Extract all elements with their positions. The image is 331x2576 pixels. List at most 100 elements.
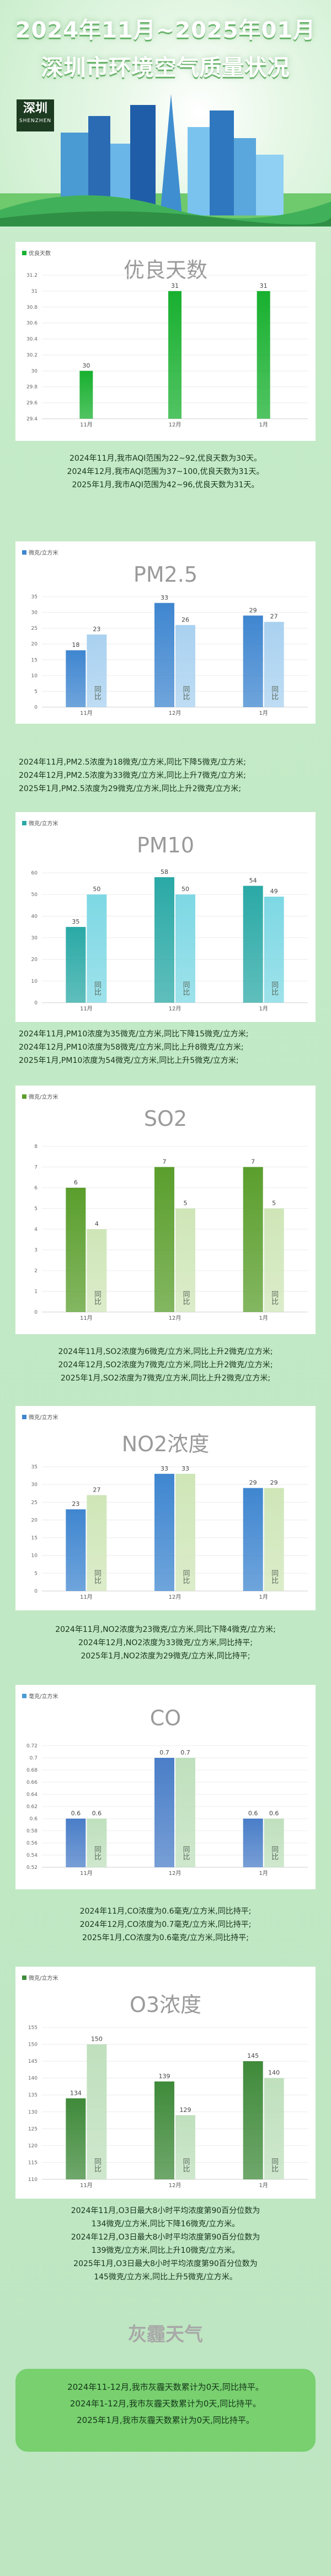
y-tick-label: 8 (34, 1144, 38, 1150)
data-label: 33 (161, 594, 168, 601)
compare-label: 同比 (93, 981, 101, 996)
bar-compare (264, 621, 284, 707)
compare-label: 同比 (270, 981, 278, 996)
co-notes: 2024年11月,CO浓度为0.6毫克/立方米,同比持平; 2024年12月,C… (15, 1905, 316, 1945)
o3-legend-label: 微克/立方米 (29, 1976, 58, 1982)
y-tick-label: 30 (31, 610, 38, 616)
data-label: 29 (249, 1479, 257, 1487)
no2-note: 2025年1月,NO2浓度为29微克/立方米,同比持平; (81, 1652, 250, 1661)
data-label: 0.6 (92, 1810, 102, 1817)
x-tick-label: 1月 (259, 1594, 268, 1600)
o3-note: 2025年1月,O3日最大8小时平均浓度第90百分位数为 (73, 2259, 258, 2268)
o3-panel-title: O3浓度 (129, 1993, 202, 2017)
y-tick-label: 5 (34, 689, 38, 694)
pm10-panel-title: PM10 (136, 833, 195, 857)
pm25-panel: 微克/立方米 PM2.5 0 5 10 15 20 25 30 35 11月 18 23 同比 12月 3… (15, 541, 316, 724)
pm25-notes: 2024年11月,PM2.5浓度为18微克/立方米,同比下降5微克/立方米; 2… (15, 756, 316, 796)
data-label: 150 (91, 2036, 103, 2043)
aqi-notes: 2024年11月,我市AQI范围为22~92,优良天数为30天。 2024年12… (15, 452, 316, 492)
o3-legend: 微克/立方米 (22, 1973, 58, 1982)
aqi-panel-title: 优良天数 (123, 258, 207, 282)
o3-note: 145微克/立方米,同比上升5微克/立方米。 (94, 2273, 237, 2282)
bar-current (243, 886, 263, 1003)
y-tick-label: 25 (31, 626, 38, 631)
data-label: 7 (163, 1158, 167, 1166)
pm25-panel-title: PM2.5 (133, 562, 198, 587)
bar-current (66, 926, 86, 1003)
x-tick-label: 11月 (80, 710, 93, 717)
data-label: 6 (74, 1179, 78, 1186)
y-tick-label: 0.62 (26, 1804, 38, 1810)
compare-label: 同比 (270, 1290, 278, 1305)
y-tick-label: 25 (31, 1500, 38, 1505)
city-badge: 深圳 SHENZHEN (17, 99, 54, 131)
y-tick-label: 0 (34, 1589, 38, 1594)
x-tick-label: 1月 (259, 1870, 268, 1877)
co-note: 2024年11月,CO浓度为0.6毫克/立方米,同比持平; (79, 1907, 252, 1916)
x-tick-label: 1月 (259, 1315, 268, 1321)
co-chart: 0.52 0.54 0.56 0.58 0.6 0.62 0.64 0.66 0.68 0.7 0.… (26, 1743, 308, 1877)
aqi-legend: 优良天数 (22, 249, 51, 257)
bar-compare (264, 1488, 284, 1591)
bar-current (66, 1188, 86, 1312)
pm25-note: 2025年1月,PM2.5浓度为29微克/立方米,同比上升2微克/立方米; (19, 784, 242, 793)
data-label: 27 (270, 613, 278, 620)
data-label: 50 (181, 886, 189, 893)
y-tick-label: 15 (31, 1536, 38, 1541)
y-tick-label: 31 (31, 289, 38, 294)
bar-current (66, 650, 86, 707)
y-tick-label: 5 (34, 1207, 38, 1212)
x-tick-label: 1月 (259, 2182, 268, 2189)
y-tick-label: 20 (31, 1518, 38, 1523)
y-tick-label: 30.6 (26, 321, 38, 326)
data-label: 5 (272, 1200, 276, 1207)
data-label: 0.7 (180, 1749, 190, 1756)
pm25-legend-swatch (22, 550, 26, 555)
y-tick-label: 30 (31, 936, 38, 941)
bar-compare (87, 634, 107, 707)
pm10-note: 2025年1月,PM10浓度为54微克/立方米,同比上升5微克/立方米; (19, 1056, 239, 1065)
pm10-notes: 2024年11月,PM10浓度为35微克/立方米,同比下降15微克/立方米; 2… (15, 1028, 316, 1067)
y-tick-label: 0.68 (26, 1768, 38, 1773)
compare-label: 同比 (270, 2158, 278, 2173)
y-tick-label: 0.6 (30, 1816, 38, 1822)
haze-note: 2024年1-12月,我市灰霾天数累计为0天,同比持平。 (70, 2399, 261, 2409)
data-label: 31 (171, 282, 179, 289)
x-tick-label: 12月 (169, 1870, 181, 1877)
bar-current (154, 877, 174, 1003)
co-legend: 毫克/立方米 (22, 1692, 58, 1700)
y-tick-label: 7 (34, 1165, 38, 1171)
pm10-legend-swatch (22, 820, 26, 825)
pm25-note: 2024年11月,PM2.5浓度为18微克/立方米,同比下降5微克/立方米; (19, 758, 247, 767)
data-label: 4 (95, 1220, 99, 1228)
data-label: 0.6 (248, 1810, 258, 1817)
compare-label: 同比 (181, 686, 190, 700)
pm10-panel: 微克/立方米 PM10 0 10 20 30 40 50 60 11月 35 50 同比 12月 58 5… (15, 812, 316, 1022)
no2-legend-swatch (22, 1414, 26, 1419)
bar-current (243, 1819, 263, 1867)
y-tick-label: 0.52 (26, 1865, 38, 1871)
city-name-en: SHENZHEN (19, 118, 52, 124)
no2-panel-title: NO2浓度 (121, 1432, 210, 1456)
y-tick-label: 130 (28, 2110, 38, 2115)
haze-notes-box: 2024年11-12月,我市灰霾天数累计为0天,同比持平。 2024年1-12月… (15, 2369, 316, 2452)
bar-current (154, 2081, 174, 2179)
bar-current (243, 615, 263, 707)
y-tick-label: 30.8 (26, 305, 38, 310)
haze-title: 灰霾天气 (128, 2324, 203, 2346)
compare-label: 同比 (93, 1569, 101, 1584)
bar-compare (175, 1473, 195, 1591)
y-tick-label: 20 (31, 957, 38, 963)
bar-compare (87, 2044, 107, 2179)
x-tick-label: 12月 (169, 1315, 181, 1321)
y-tick-label: 40 (31, 914, 38, 919)
data-label: 134 (70, 2089, 82, 2096)
city-name-cn: 深圳 (23, 102, 47, 115)
data-label: 7 (251, 1158, 255, 1166)
o3-legend-swatch (22, 1975, 26, 1980)
compare-label: 同比 (181, 1569, 190, 1584)
so2-note: 2024年11月,SO2浓度为6微克/立方米,同比上升2微克/立方米; (58, 1347, 273, 1356)
pm25-legend: 微克/立方米 (22, 548, 58, 556)
pm25-chart: 0 5 10 15 20 25 30 35 11月 18 23 同比 12月 33 26 同比 1月 29 27 同比 (31, 594, 308, 717)
o3-note: 134微克/立方米,同比下降16微克/立方米。 (91, 2220, 240, 2229)
